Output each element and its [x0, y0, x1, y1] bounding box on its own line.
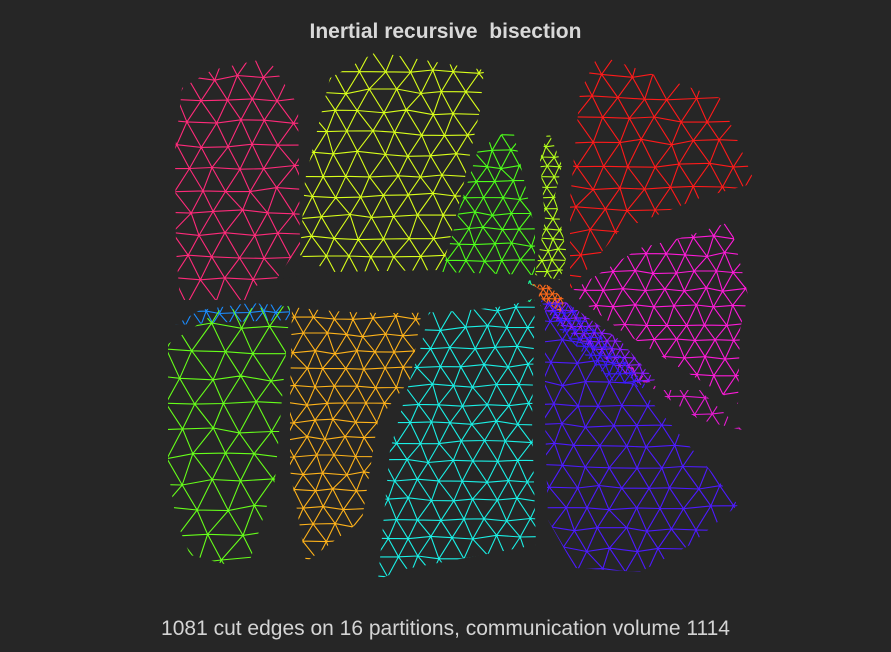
partition-mesh-edges [540, 300, 650, 390]
partition-p01 [175, 58, 300, 300]
partition-mesh-edges [300, 52, 484, 272]
partition-mesh-edges [442, 125, 535, 275]
partition-p09 [168, 306, 290, 570]
partition-mesh-edges [290, 306, 422, 562]
figure-title: Inertial recursive bisection [309, 20, 582, 43]
partition-p02 [300, 52, 484, 272]
partition-p16 [540, 300, 650, 390]
airfoil-hole [250, 271, 540, 313]
partition-mesh-edges [545, 305, 738, 572]
partition-p12 [545, 305, 738, 572]
partition-mesh-edges [175, 58, 300, 300]
partition-p10 [290, 306, 422, 562]
partition-mesh-edges [535, 130, 567, 280]
partition-mesh-edges [168, 306, 290, 570]
partition-p04 [535, 130, 567, 280]
partition-p03 [442, 125, 535, 275]
figure-caption: 1081 cut edges on 16 partitions, communi… [161, 617, 730, 640]
